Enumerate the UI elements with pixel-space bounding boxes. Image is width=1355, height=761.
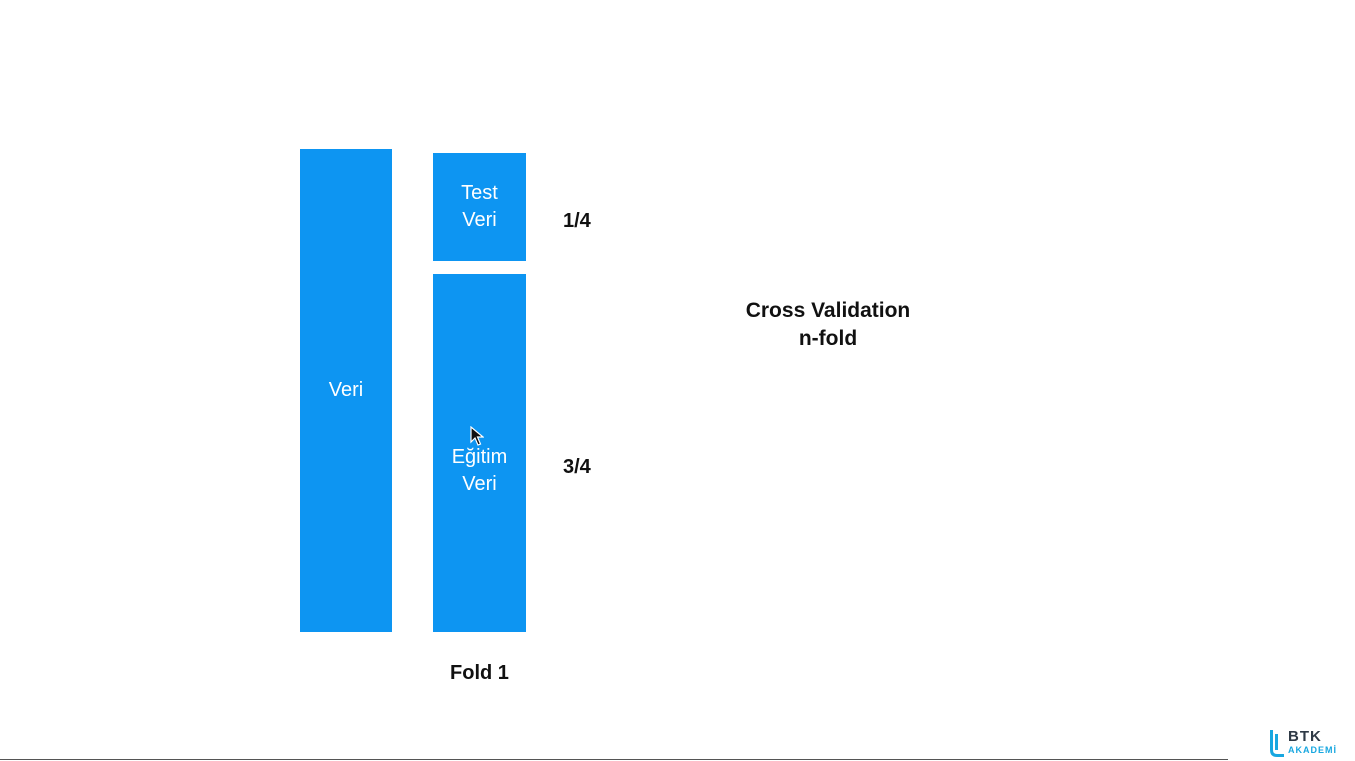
train-block-label: Eğitim Veri — [451, 446, 508, 495]
data-block-label: Veri — [328, 379, 364, 401]
test-block-label: Test Veri — [461, 182, 498, 231]
btk-logo-icon — [1270, 730, 1284, 757]
title-line-1: Cross Validation — [745, 299, 911, 322]
fold-label: Fold 1 — [450, 662, 509, 684]
logo-subtitle: AKADEMİ — [1288, 745, 1337, 755]
train-data-block: Eğitim Veri — [433, 274, 526, 632]
train-ratio-label: 3/4 — [563, 456, 591, 478]
test-data-block: Test Veri — [433, 153, 526, 261]
btk-logo: BTK AKADEMİ — [1268, 728, 1348, 760]
bottom-divider — [0, 759, 1228, 760]
data-block: Veri — [300, 149, 392, 632]
title-line-2: n-fold — [798, 327, 858, 350]
test-ratio-label: 1/4 — [563, 210, 591, 232]
mouse-pointer-icon — [470, 426, 484, 446]
logo-name: BTK — [1288, 728, 1322, 745]
slide-title: Cross Validation n-fold — [718, 297, 938, 353]
